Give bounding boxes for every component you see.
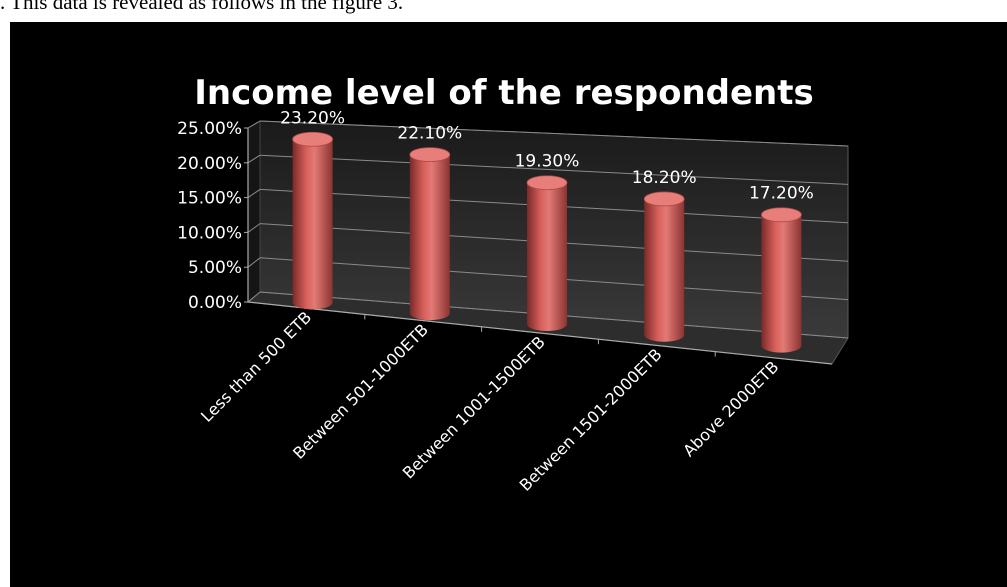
x-category-label: Between 1001-1500ETB [399, 332, 549, 482]
y-tick-label: 15.00% [177, 189, 242, 209]
x-axis-line [247, 301, 833, 365]
gridline-side [247, 257, 261, 268]
y-tick-label: 5.00% [188, 258, 242, 278]
bar-1 [292, 131, 334, 310]
chart-container: 0.00% 5.00% 10.00% 15.00% 20.00% 25.00% Income… [10, 22, 1007, 587]
data-label: 17.20% [749, 184, 814, 204]
chart-side-wall [247, 120, 261, 304]
x-category-label: Between 501-1000ETB [289, 320, 432, 463]
gridline-side [247, 154, 261, 164]
bar-body [292, 139, 333, 310]
y-tick-label: 25.00% [177, 119, 242, 139]
gridline-side [247, 223, 261, 233]
gridline-side [247, 188, 261, 199]
gridline [259, 120, 849, 147]
data-label: 18.20% [632, 168, 697, 188]
bar-body [527, 182, 567, 331]
x-category-label: Less than 500 ETB [197, 308, 315, 426]
bar-3 [526, 175, 568, 331]
bar-body [761, 214, 802, 353]
bar-top [409, 147, 451, 163]
y-tick-label: 20.00% [177, 154, 242, 174]
gridline-side [247, 291, 261, 303]
bar-top [526, 175, 568, 191]
x-category-label: Above 2000ETB [679, 357, 782, 460]
gridline [259, 154, 849, 185]
data-label: 19.30% [515, 152, 580, 172]
y-tick-label: 0.00% [188, 293, 242, 313]
x-category-label: Between 1501-2000ETB [516, 345, 666, 495]
bar-2 [409, 147, 451, 321]
bar-top [643, 191, 685, 207]
chart-title: Income level of the respondents [194, 73, 814, 113]
gridline-side [247, 120, 261, 129]
bar-body [409, 154, 450, 321]
bar-body [644, 198, 685, 342]
bar-top [761, 207, 802, 223]
document-text: . This data is revealed as follows in th… [0, 0, 404, 14]
bar-top [292, 131, 334, 147]
data-label: 23.20% [280, 108, 345, 128]
bar-4 [643, 191, 685, 342]
data-label: 22.10% [397, 124, 462, 144]
bar-5 [761, 207, 802, 353]
y-tick-label: 10.00% [177, 223, 242, 243]
bar-chart-svg: 0.00% 5.00% 10.00% 15.00% 20.00% 25.00% Income… [177, 73, 849, 495]
